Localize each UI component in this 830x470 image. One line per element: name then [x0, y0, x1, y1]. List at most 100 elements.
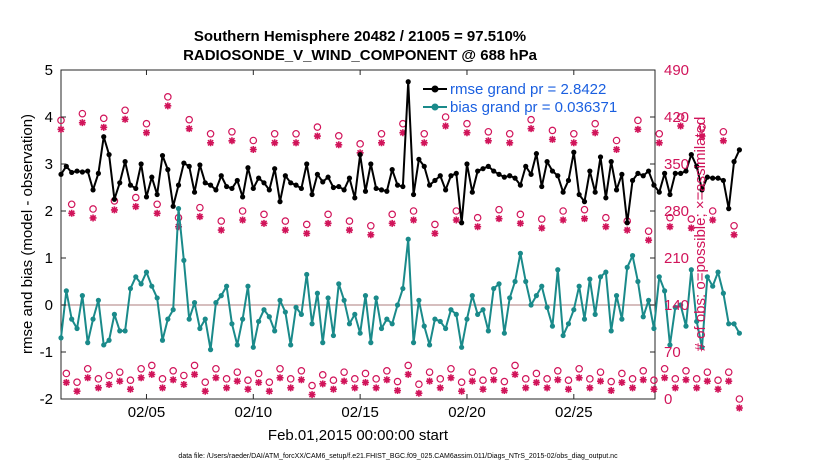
rmse-point: [357, 152, 363, 158]
rmse-point: [250, 185, 256, 192]
bias-point: [288, 342, 294, 348]
obs-marker: [420, 129, 429, 147]
rmse-point: [608, 159, 614, 165]
rmse-point: [133, 185, 139, 192]
bias-point: [651, 325, 657, 332]
obs-marker: [580, 205, 589, 223]
bias-point: [389, 321, 395, 327]
obs-marker: [345, 217, 354, 234]
obs-marker: [730, 221, 738, 239]
obs-marker: [575, 364, 583, 382]
rmse-point: [373, 185, 379, 192]
bias-point: [181, 257, 187, 263]
bias-point: [624, 264, 630, 270]
bias-point: [320, 340, 326, 346]
obs-marker: [350, 375, 359, 392]
obs-marker: [89, 205, 97, 222]
obs-marker: [185, 115, 194, 133]
rmse-point: [378, 187, 385, 193]
obs-marker: [201, 378, 210, 395]
bias-point: [186, 316, 192, 322]
y-tick-label-left: 3: [45, 156, 53, 173]
obs-marker: [383, 366, 391, 384]
bias-point: [293, 304, 299, 310]
bias-point: [694, 318, 700, 325]
bias-point: [218, 293, 224, 299]
rmse-point: [651, 182, 657, 188]
obs-marker: [238, 207, 247, 224]
bias-point: [127, 285, 134, 292]
obs-marker: [158, 375, 167, 392]
obs-marker: [73, 378, 81, 395]
bias-point: [656, 274, 662, 280]
rmse-point: [731, 159, 737, 165]
obs-marker: [206, 129, 215, 147]
legend-bias-label: bias grand pr = 0.036371: [450, 99, 617, 116]
obs-marker: [153, 200, 161, 217]
obs-marker: [489, 366, 498, 384]
rmse-point: [143, 194, 150, 200]
rmse-point: [426, 182, 433, 188]
y-tick-label-right: 420: [664, 109, 689, 126]
bias-point: [662, 288, 668, 294]
rmse-point: [336, 183, 342, 190]
obs-marker: [634, 116, 642, 133]
bias-point: [710, 283, 716, 289]
obs-marker: [121, 106, 129, 123]
bias-point: [480, 307, 486, 313]
rmse-point: [432, 177, 438, 184]
bias-point: [731, 321, 737, 327]
rmse-point: [127, 182, 134, 188]
obs-marker: [292, 129, 300, 147]
rmse-point: [592, 189, 598, 195]
y-axis-left-label: rmse and bias (model - observation): [19, 114, 36, 354]
rmse-point: [293, 182, 299, 188]
rmse-point: [69, 169, 75, 176]
rmse-point: [533, 151, 540, 157]
obs-marker: [244, 376, 252, 393]
rmse-point: [304, 161, 310, 167]
bias-point: [507, 295, 513, 301]
legend-rmse-marker: [431, 85, 439, 93]
rmse-point: [111, 196, 118, 202]
obs-marker: [468, 368, 477, 385]
obs-marker: [233, 368, 242, 385]
rmse-point: [272, 166, 278, 172]
obs-marker: [367, 221, 375, 239]
obs-marker: [441, 113, 450, 130]
rmse-point: [736, 147, 742, 153]
y-tick-label-right: 0: [664, 391, 672, 408]
rmse-point: [720, 177, 726, 184]
bias-point: [197, 325, 203, 332]
rmse-point: [298, 185, 304, 192]
bias-point: [597, 274, 604, 280]
obs-marker: [115, 368, 124, 385]
rmse-point: [95, 170, 101, 176]
legend-rmse-label: rmse grand pr = 2.8422: [450, 81, 606, 98]
obs-marker: [99, 114, 108, 131]
y-tick-label-left: 0: [45, 297, 53, 314]
y-tick-label-left: -2: [40, 391, 53, 408]
obs-marker: [377, 129, 386, 147]
bias-point: [240, 316, 246, 322]
obs-marker: [164, 93, 172, 110]
bias-point: [619, 316, 625, 322]
obs-marker: [302, 220, 311, 237]
ticks-layer: -2 -1 0 1 2 3 4 5 0 70 140 210 280 350 420 490 02/05 02/1…: [40, 62, 689, 421]
rmse-point: [154, 191, 160, 198]
obs-marker: [639, 366, 648, 384]
obs-marker: [708, 207, 717, 224]
bias-point: [459, 344, 465, 350]
obs-marker: [180, 371, 188, 388]
bias-point: [517, 250, 523, 256]
obs-marker: [692, 375, 701, 392]
rmse-point: [74, 168, 80, 174]
obs-marker: [126, 376, 135, 393]
rmse-point: [528, 171, 534, 177]
bias-point: [443, 325, 449, 332]
obs-marker: [660, 364, 669, 382]
rmse-point: [678, 170, 684, 176]
obs-marker: [270, 129, 279, 147]
y-tick-label-right: 350: [664, 156, 689, 173]
rmse-point: [79, 169, 85, 175]
